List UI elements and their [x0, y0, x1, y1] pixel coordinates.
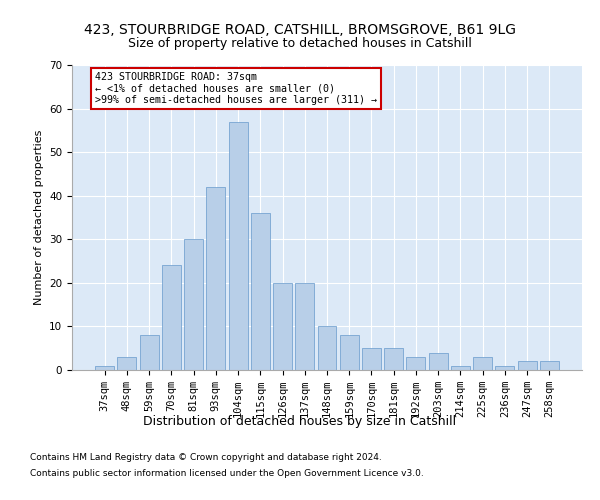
Bar	[451, 366, 470, 370]
Bar	[317, 326, 337, 370]
Bar	[251, 213, 270, 370]
Bar	[206, 187, 225, 370]
Bar	[140, 335, 158, 370]
Bar	[518, 362, 536, 370]
Bar	[540, 362, 559, 370]
Bar	[273, 283, 292, 370]
Text: Size of property relative to detached houses in Catshill: Size of property relative to detached ho…	[128, 38, 472, 51]
Bar	[406, 357, 425, 370]
Bar	[429, 352, 448, 370]
Bar	[496, 366, 514, 370]
Text: Distribution of detached houses by size in Catshill: Distribution of detached houses by size …	[143, 415, 457, 428]
Bar	[184, 240, 203, 370]
Bar	[362, 348, 381, 370]
Text: 423, STOURBRIDGE ROAD, CATSHILL, BROMSGROVE, B61 9LG: 423, STOURBRIDGE ROAD, CATSHILL, BROMSGR…	[84, 22, 516, 36]
Bar	[162, 266, 181, 370]
Text: Contains public sector information licensed under the Open Government Licence v3: Contains public sector information licen…	[30, 468, 424, 477]
Bar	[95, 366, 114, 370]
Bar	[118, 357, 136, 370]
Bar	[229, 122, 248, 370]
Y-axis label: Number of detached properties: Number of detached properties	[34, 130, 44, 305]
Text: Contains HM Land Registry data © Crown copyright and database right 2024.: Contains HM Land Registry data © Crown c…	[30, 454, 382, 462]
Text: 423 STOURBRIDGE ROAD: 37sqm
← <1% of detached houses are smaller (0)
>99% of sem: 423 STOURBRIDGE ROAD: 37sqm ← <1% of det…	[95, 72, 377, 104]
Bar	[473, 357, 492, 370]
Bar	[295, 283, 314, 370]
Bar	[340, 335, 359, 370]
Bar	[384, 348, 403, 370]
